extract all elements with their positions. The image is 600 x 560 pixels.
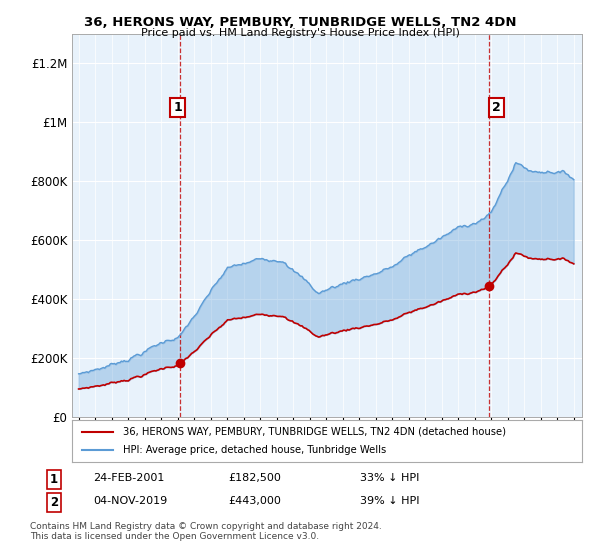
Text: Price paid vs. HM Land Registry's House Price Index (HPI): Price paid vs. HM Land Registry's House …: [140, 28, 460, 38]
Text: 36, HERONS WAY, PEMBURY, TUNBRIDGE WELLS, TN2 4DN (detached house): 36, HERONS WAY, PEMBURY, TUNBRIDGE WELLS…: [123, 427, 506, 437]
Text: HPI: Average price, detached house, Tunbridge Wells: HPI: Average price, detached house, Tunb…: [123, 445, 386, 455]
Text: 24-FEB-2001: 24-FEB-2001: [93, 473, 164, 483]
Text: 36, HERONS WAY, PEMBURY, TUNBRIDGE WELLS, TN2 4DN: 36, HERONS WAY, PEMBURY, TUNBRIDGE WELLS…: [84, 16, 516, 29]
Text: £443,000: £443,000: [228, 496, 281, 506]
Text: 1: 1: [173, 101, 182, 114]
Text: 1: 1: [50, 473, 58, 486]
Text: Contains HM Land Registry data © Crown copyright and database right 2024.
This d: Contains HM Land Registry data © Crown c…: [30, 522, 382, 542]
Text: 33% ↓ HPI: 33% ↓ HPI: [360, 473, 419, 483]
Text: £182,500: £182,500: [228, 473, 281, 483]
Text: 2: 2: [493, 101, 501, 114]
Text: 2: 2: [50, 496, 58, 508]
Text: 04-NOV-2019: 04-NOV-2019: [93, 496, 167, 506]
Text: 39% ↓ HPI: 39% ↓ HPI: [360, 496, 419, 506]
